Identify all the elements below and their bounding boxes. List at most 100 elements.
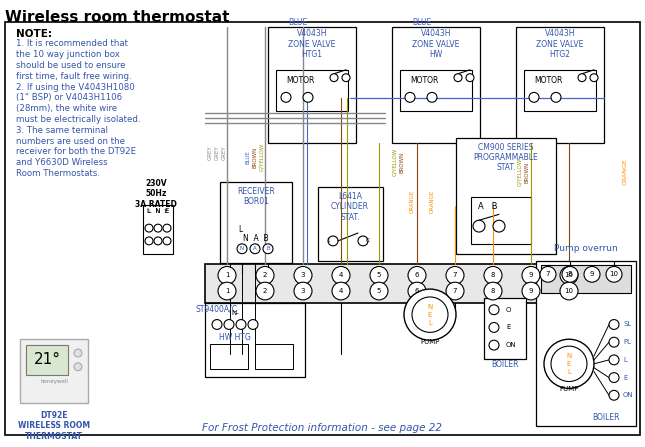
Text: the 10 way junction box: the 10 way junction box [16, 50, 120, 59]
Circle shape [551, 346, 587, 382]
Text: 7: 7 [453, 288, 457, 294]
Text: 5: 5 [377, 288, 381, 294]
Circle shape [408, 282, 426, 300]
Circle shape [405, 93, 415, 102]
Circle shape [74, 349, 82, 357]
Circle shape [609, 373, 619, 383]
Text: 10: 10 [564, 288, 573, 294]
Text: G/YELLOW: G/YELLOW [517, 158, 522, 186]
Circle shape [590, 74, 598, 82]
Text: first time, fault free wiring.: first time, fault free wiring. [16, 72, 132, 81]
Circle shape [446, 282, 464, 300]
Text: 10: 10 [610, 271, 619, 277]
Text: PUMP: PUMP [421, 339, 440, 345]
Text: 8: 8 [568, 271, 572, 277]
Circle shape [332, 266, 350, 284]
Bar [536, 261, 636, 426]
Bar [220, 182, 292, 262]
Circle shape [404, 289, 456, 340]
Text: 1: 1 [326, 238, 330, 244]
Circle shape [489, 305, 499, 315]
Text: ORANGE: ORANGE [430, 190, 435, 213]
Circle shape [489, 323, 499, 333]
Circle shape [330, 74, 338, 82]
Circle shape [342, 74, 350, 82]
Text: 6: 6 [415, 272, 419, 278]
Text: L: L [623, 357, 627, 363]
Bar [484, 298, 526, 359]
Circle shape [224, 320, 234, 329]
Text: receiver for both the DT92E: receiver for both the DT92E [16, 148, 136, 156]
Circle shape [522, 266, 540, 284]
Bar [318, 187, 383, 261]
Text: BLUE: BLUE [246, 151, 250, 164]
Text: MOTOR: MOTOR [534, 76, 562, 85]
Text: BROWN: BROWN [524, 161, 530, 183]
Circle shape [544, 339, 594, 388]
Circle shape [145, 224, 153, 232]
Text: GREY: GREY [208, 145, 212, 160]
Bar [471, 197, 531, 244]
Text: 3: 3 [301, 288, 305, 294]
Circle shape [454, 74, 462, 82]
Circle shape [609, 320, 619, 329]
Text: L  N  E: L N E [147, 208, 169, 215]
Text: L641A
CYLINDER
STAT.: L641A CYLINDER STAT. [331, 192, 369, 222]
Text: CM900 SERIES
PROGRAMMABLE
STAT.: CM900 SERIES PROGRAMMABLE STAT. [473, 143, 539, 173]
Text: 9: 9 [590, 271, 594, 277]
Circle shape [281, 93, 291, 102]
Text: (28mm), the white wire: (28mm), the white wire [16, 104, 117, 113]
Circle shape [484, 282, 502, 300]
Text: BLUE: BLUE [412, 18, 432, 27]
Circle shape [522, 282, 540, 300]
Circle shape [328, 236, 338, 246]
Circle shape [74, 363, 82, 371]
Text: For Frost Protection information - see page 22: For Frost Protection information - see p… [202, 423, 442, 433]
Text: GREY: GREY [215, 145, 219, 160]
Text: Wireless room thermostat: Wireless room thermostat [5, 10, 230, 25]
Text: E: E [623, 375, 628, 380]
Text: V4043H
ZONE VALVE
HW: V4043H ZONE VALVE HW [412, 30, 460, 59]
Text: N: N [566, 353, 571, 359]
Circle shape [154, 237, 162, 245]
Text: ORANGE: ORANGE [410, 190, 415, 213]
Text: 2: 2 [263, 272, 267, 278]
Circle shape [609, 337, 619, 347]
Circle shape [370, 266, 388, 284]
Text: 2. If using the V4043H1080: 2. If using the V4043H1080 [16, 83, 135, 92]
Text: DT92E
WIRELESS ROOM
THERMOSTAT: DT92E WIRELESS ROOM THERMOSTAT [18, 411, 90, 441]
Text: MOTOR: MOTOR [410, 76, 438, 85]
Text: A   B: A B [478, 202, 498, 211]
Text: G/YELLOW: G/YELLOW [393, 148, 397, 177]
Text: 8: 8 [491, 272, 495, 278]
Text: BOILER: BOILER [491, 360, 519, 369]
Text: must be electrically isolated.: must be electrically isolated. [16, 115, 141, 124]
Bar [456, 138, 556, 254]
Text: 5: 5 [377, 272, 381, 278]
Text: BROWN: BROWN [399, 152, 404, 173]
Bar [541, 266, 631, 293]
Circle shape [250, 244, 260, 254]
Text: ST9400A/C: ST9400A/C [195, 305, 237, 314]
Circle shape [562, 266, 578, 282]
Text: GREY: GREY [221, 145, 226, 160]
Text: G/YELLOW: G/YELLOW [259, 143, 264, 172]
Circle shape [427, 93, 437, 102]
Circle shape [446, 266, 464, 284]
Text: BROWN: BROWN [252, 147, 257, 168]
Text: 4: 4 [339, 272, 343, 278]
Text: numbers are used on the: numbers are used on the [16, 137, 125, 146]
Text: HW HTG: HW HTG [219, 333, 251, 342]
Text: V4043H
ZONE VALVE
HTG2: V4043H ZONE VALVE HTG2 [536, 30, 584, 59]
Circle shape [578, 74, 586, 82]
Text: 1. It is recommended that: 1. It is recommended that [16, 39, 128, 48]
Circle shape [237, 244, 247, 254]
Text: ON: ON [506, 342, 517, 348]
Text: N  A  B: N A B [243, 234, 269, 244]
Circle shape [236, 320, 246, 329]
Circle shape [609, 390, 619, 400]
Bar [255, 344, 293, 369]
Circle shape [473, 220, 485, 232]
Circle shape [358, 236, 368, 246]
Text: PL: PL [623, 339, 631, 345]
